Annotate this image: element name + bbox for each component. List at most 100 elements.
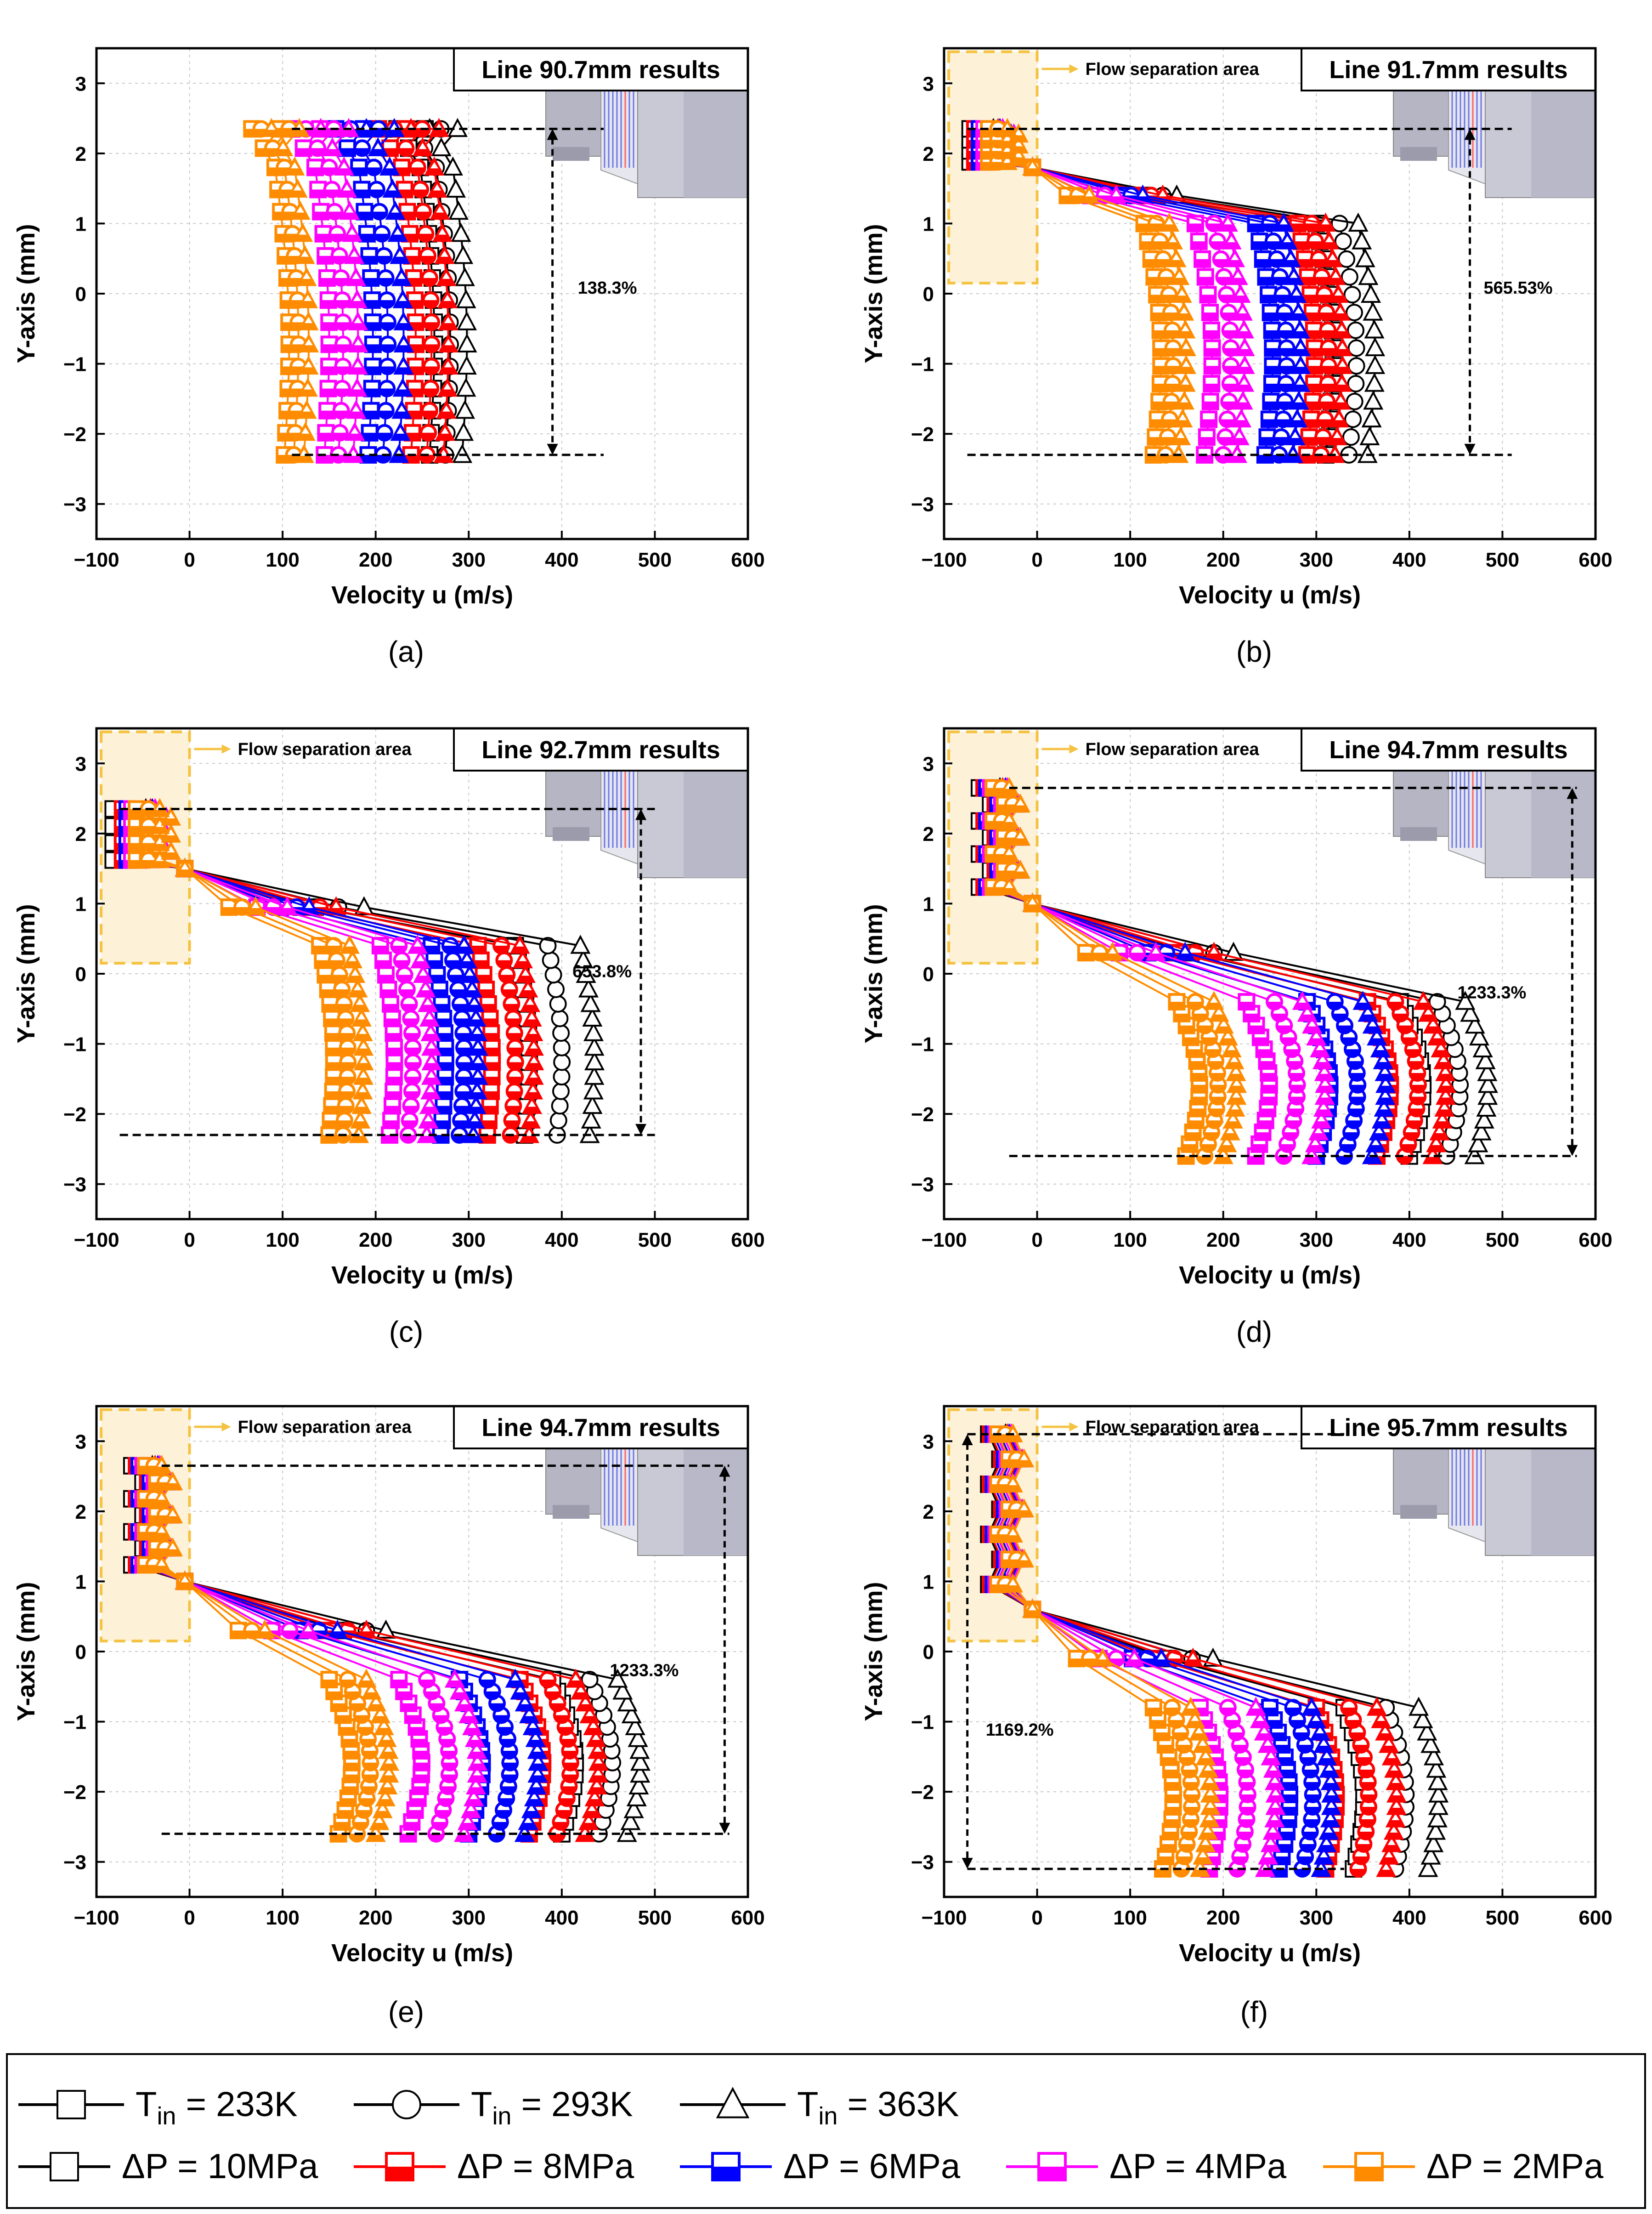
data-point-6MPa-triangle-hole [511, 1674, 520, 1680]
data-point-6MPa-triangle-hole [521, 1698, 529, 1704]
panel-title: Line 94.7mm results [1329, 736, 1567, 764]
data-point-8MPa-triangle-hole [1336, 396, 1345, 403]
range-arrowhead-down [1567, 1145, 1578, 1156]
y-tick-label: −3 [911, 494, 934, 516]
data-point-4MPa-triangle-hole [424, 1115, 432, 1122]
y-tick-label: −2 [911, 1781, 934, 1804]
y-axis-title: Y-axis (mm) [860, 904, 888, 1043]
data-point-6MPa-circle-hole [1329, 996, 1341, 1002]
percentage-annotation: 1233.3% [1457, 983, 1526, 1002]
data-point-6MPa-triangle-hole [1294, 307, 1302, 314]
data-point-10MPa-triangle [354, 896, 374, 915]
y-axis-title: Y-axis (mm) [12, 1582, 40, 1721]
data-point-2MPa-triangle-hole [1199, 1739, 1207, 1746]
data-point-6MPa-triangle-hole [334, 1625, 342, 1632]
data-point-4MPa-triangle-hole [1272, 1789, 1280, 1795]
data-point-4MPa-circle-hole [403, 1114, 416, 1121]
data-point-8MPa-circle-hole [425, 338, 438, 345]
data-point-2MPa-circle-hole [289, 426, 301, 433]
percentage-annotation: 565.53% [1484, 278, 1553, 298]
data-point-6MPa-triangle-hole [530, 1793, 538, 1800]
data-point-6MPa-circle-hole [372, 123, 385, 129]
data-point-8MPa-square-hole [482, 1114, 495, 1121]
data-point-6MPa-triangle-hole [529, 1721, 537, 1728]
data-point-2MPa-triangle-hole [1187, 1702, 1195, 1709]
data-point-4MPa-circle-hole [333, 250, 345, 256]
data-point-2MPa-triangle-hole [1169, 236, 1177, 243]
data-point-6MPa-square-hole [438, 1027, 451, 1033]
legend-label: ΔP = 4MPa [1109, 2147, 1287, 2186]
panel-title-box [1301, 47, 1596, 91]
data-point-8MPa-square-hole [408, 382, 421, 389]
data-point-4MPa-square-hole [1202, 289, 1214, 295]
x-tick-label: 100 [266, 1229, 299, 1251]
data-point-2MPa-triangle-hole [372, 1698, 380, 1704]
data-point-4MPa-triangle-hole [1260, 1727, 1268, 1733]
data-point-4MPa-triangle-hole [1267, 1839, 1275, 1845]
x-axis-title: Velocity u (m/s) [1179, 581, 1361, 609]
data-point-4MPa-square-hole [385, 998, 397, 1004]
data-point-8MPa-square-hole [407, 272, 420, 278]
x-tick-label: 300 [452, 1907, 486, 1929]
data-point-6MPa-circle-hole [381, 360, 394, 367]
data-point-8MPa-triangle-hole [436, 206, 444, 213]
data-point-10MPa-circle [544, 966, 562, 984]
data-point-2MPa-triangle-hole [356, 999, 364, 1005]
data-point-8MPa-triangle-hole [1390, 1764, 1398, 1771]
data-point-6MPa-circle-hole [458, 1041, 470, 1048]
data-point-4MPa-circle-hole [1224, 377, 1236, 384]
data-point-2MPa-triangle-hole [379, 1805, 387, 1811]
data-point-2MPa-triangle-hole [1195, 1727, 1203, 1733]
panel-title: Line 92.7mm results [481, 736, 720, 764]
data-point-10MPa-circle [1338, 250, 1356, 268]
data-point-6MPa-square-hole [363, 426, 376, 433]
data-point-8MPa-circle-hole [424, 404, 436, 411]
data-point-8MPa-circle-hole [411, 161, 424, 168]
x-tick-label: 600 [731, 1229, 764, 1251]
data-point-8MPa-triangle-hole [528, 1013, 536, 1020]
data-point-4MPa-triangle-hole [1319, 1103, 1328, 1110]
data-point-4MPa-triangle-hole [413, 940, 422, 947]
range-arrowhead-up [719, 1465, 730, 1477]
data-point-8MPa-triangle-hole [516, 940, 524, 947]
y-tick-label: 3 [923, 753, 934, 775]
data-point-4MPa-triangle-hole [304, 1625, 312, 1632]
data-point-10MPa-triangle [1363, 390, 1384, 410]
data-point-4MPa-triangle-hole [353, 295, 361, 301]
data-point-10MPa-circle [1343, 286, 1361, 304]
data-point-10MPa-triangle [456, 289, 476, 308]
data-point-2MPa-triangle-hole [1206, 1801, 1215, 1808]
data-point-8MPa-square-hole [486, 1071, 498, 1077]
data-point-4MPa-square-hole [1206, 342, 1218, 348]
data-point-6MPa-triangle-hole [1378, 1115, 1386, 1122]
panel-caption: (e) [388, 1995, 424, 2028]
data-point-6MPa-circle-hole [378, 250, 390, 256]
data-point-6MPa-circle-hole [447, 954, 459, 960]
legend-label: ΔP = 6MPa [783, 2147, 961, 2186]
y-tick-label: −3 [63, 1851, 86, 1874]
data-point-4MPa-triangle-hole [471, 1733, 479, 1740]
data-point-2MPa-circle-hole [341, 1674, 354, 1680]
panel-caption: (f) [1240, 1995, 1268, 2028]
y-tick-label: 3 [923, 73, 934, 95]
x-tick-label: 500 [638, 1229, 672, 1251]
data-point-6MPa-triangle-hole [474, 1071, 482, 1078]
data-point-2MPa-triangle-hole [1205, 1814, 1214, 1820]
data-point-2MPa-triangle-hole [362, 1674, 370, 1680]
y-tick-label: 0 [923, 283, 934, 306]
data-point-4MPa-circle-hole [337, 338, 350, 345]
data-point-10MPa-triangle [1348, 212, 1369, 232]
data-point-2MPa-triangle-hole [1172, 254, 1180, 260]
data-point-8MPa-triangle-hole [1189, 1653, 1197, 1660]
data-point-6MPa-triangle-hole [397, 405, 406, 412]
data-point-6MPa-triangle-hole [1369, 1020, 1377, 1027]
data-point-8MPa-triangle-hole [1442, 1091, 1450, 1098]
data-point-6MPa-square-hole [438, 1085, 451, 1091]
data-point-6MPa-square-hole [365, 272, 377, 278]
data-point-6MPa-circle-hole [377, 448, 389, 455]
data-point-8MPa-circle-hole [1322, 342, 1335, 348]
x-tick-label: 400 [545, 1229, 578, 1251]
data-point-4MPa-circle-hole [1219, 431, 1232, 437]
data-point-8MPa-triangle-hole [586, 1709, 594, 1716]
x-tick-label: 200 [359, 549, 392, 571]
